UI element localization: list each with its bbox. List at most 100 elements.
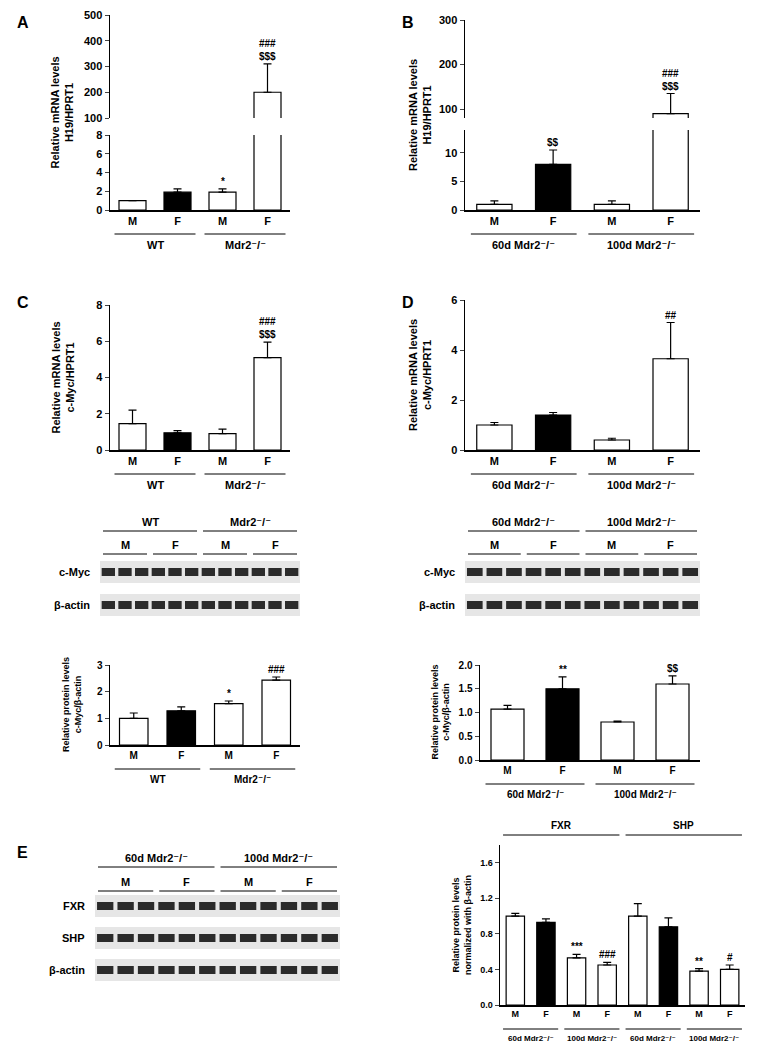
svg-text:Relative mRNA levelsH19/HPRT1: Relative mRNA levelsH19/HPRT1 bbox=[49, 56, 75, 168]
svg-text:β-actin: β-actin bbox=[49, 964, 85, 976]
svg-text:WT: WT bbox=[147, 479, 164, 491]
svg-text:F: F bbox=[559, 765, 565, 776]
svg-text:SHP: SHP bbox=[62, 932, 85, 944]
svg-text:E: E bbox=[17, 844, 28, 861]
svg-text:F: F bbox=[604, 1009, 610, 1019]
svg-text:6: 6 bbox=[96, 148, 102, 160]
svg-text:Relative protein levelsnormali: Relative protein levelsnormalized with β… bbox=[451, 875, 473, 975]
svg-text:###$$$: ###$$$ bbox=[259, 38, 276, 62]
svg-text:M: M bbox=[490, 215, 499, 227]
svg-text:Relative mRNA levelsH19/HPRT1: Relative mRNA levelsH19/HPRT1 bbox=[407, 59, 433, 171]
svg-text:M: M bbox=[130, 750, 138, 761]
svg-text:Mdr2⁻/⁻: Mdr2⁻/⁻ bbox=[230, 516, 271, 528]
svg-text:500: 500 bbox=[84, 9, 102, 21]
svg-text:Mdr2⁻/⁻: Mdr2⁻/⁻ bbox=[234, 774, 271, 785]
svg-text:1.2: 1.2 bbox=[480, 893, 493, 903]
svg-text:60d Mdr2⁻/⁻: 60d Mdr2⁻/⁻ bbox=[492, 516, 555, 528]
svg-text:100d Mdr2⁻/⁻: 100d Mdr2⁻/⁻ bbox=[607, 239, 676, 251]
svg-text:F: F bbox=[543, 1009, 549, 1019]
svg-text:0: 0 bbox=[96, 204, 102, 216]
svg-text:M: M bbox=[573, 1009, 581, 1019]
svg-text:100d Mdr2⁻/⁻: 100d Mdr2⁻/⁻ bbox=[607, 516, 676, 528]
svg-text:100d Mdr2⁻/⁻: 100d Mdr2⁻/⁻ bbox=[244, 852, 313, 864]
svg-text:c-Myc: c-Myc bbox=[59, 566, 90, 578]
svg-text:F: F bbox=[264, 455, 271, 467]
svg-text:###: ### bbox=[599, 949, 616, 960]
svg-text:M: M bbox=[613, 765, 621, 776]
svg-text:0.5: 0.5 bbox=[459, 731, 473, 742]
svg-text:100d Mdr2⁻/⁻: 100d Mdr2⁻/⁻ bbox=[614, 789, 677, 800]
svg-text:Relative mRNA levelsc-Myc/HPRT: Relative mRNA levelsc-Myc/HPRT1 bbox=[407, 319, 433, 431]
svg-text:Mdr2⁻/⁻: Mdr2⁻/⁻ bbox=[225, 239, 266, 251]
svg-text:β-actin: β-actin bbox=[54, 599, 90, 611]
svg-text:2: 2 bbox=[97, 686, 103, 697]
svg-text:M: M bbox=[121, 876, 130, 888]
svg-text:0.8: 0.8 bbox=[480, 929, 493, 939]
svg-text:8: 8 bbox=[96, 299, 102, 311]
svg-text:Relative protein levelsc-Myc/β: Relative protein levelsc-Myc/β-actin bbox=[61, 657, 83, 752]
svg-text:$$: $$ bbox=[667, 663, 679, 674]
svg-text:F: F bbox=[174, 455, 181, 467]
svg-text:β-actin: β-actin bbox=[419, 599, 455, 611]
svg-text:###: ### bbox=[268, 664, 285, 675]
svg-text:60d Mdr2⁻/⁻: 60d Mdr2⁻/⁻ bbox=[507, 789, 564, 800]
svg-text:2: 2 bbox=[96, 185, 102, 197]
svg-text:F: F bbox=[172, 539, 179, 551]
svg-text:M: M bbox=[244, 876, 253, 888]
svg-text:Relative mRNA levelsc-Myc/HPRT: Relative mRNA levelsc-Myc/HPRT1 bbox=[50, 321, 76, 433]
svg-text:M: M bbox=[121, 539, 130, 551]
svg-text:*: * bbox=[221, 176, 225, 187]
svg-text:6: 6 bbox=[451, 294, 457, 306]
svg-text:0.0: 0.0 bbox=[459, 755, 473, 766]
svg-text:M: M bbox=[607, 539, 616, 551]
svg-text:200: 200 bbox=[439, 58, 457, 70]
svg-text:F: F bbox=[666, 1009, 672, 1019]
svg-text:200: 200 bbox=[84, 86, 102, 98]
svg-text:0.4: 0.4 bbox=[480, 965, 493, 975]
svg-text:1.6: 1.6 bbox=[480, 858, 493, 868]
svg-text:D: D bbox=[402, 294, 414, 311]
svg-text:100: 100 bbox=[439, 103, 457, 115]
svg-text:0: 0 bbox=[451, 444, 457, 456]
svg-text:5: 5 bbox=[451, 175, 457, 187]
svg-text:M: M bbox=[490, 539, 499, 551]
svg-text:F: F bbox=[669, 765, 675, 776]
svg-text:F: F bbox=[306, 876, 313, 888]
svg-text:FXR: FXR bbox=[63, 900, 85, 912]
svg-text:2.0: 2.0 bbox=[459, 660, 473, 671]
svg-text:4: 4 bbox=[96, 371, 103, 383]
svg-text:60d Mdr2⁻/⁻: 60d Mdr2⁻/⁻ bbox=[492, 479, 555, 491]
svg-text:0: 0 bbox=[451, 204, 457, 216]
svg-text:M: M bbox=[634, 1009, 642, 1019]
svg-text:M: M bbox=[128, 215, 137, 227]
svg-text:$$: $$ bbox=[547, 137, 559, 148]
svg-text:#: # bbox=[727, 952, 733, 963]
svg-text:1: 1 bbox=[97, 713, 103, 724]
svg-text:M: M bbox=[695, 1009, 703, 1019]
svg-text:F: F bbox=[178, 750, 184, 761]
svg-text:F: F bbox=[174, 215, 181, 227]
svg-text:0: 0 bbox=[97, 740, 103, 751]
svg-text:B: B bbox=[402, 14, 414, 31]
svg-text:F: F bbox=[550, 455, 557, 467]
svg-text:F: F bbox=[550, 215, 557, 227]
svg-text:F: F bbox=[727, 1009, 733, 1019]
svg-text:4: 4 bbox=[96, 166, 103, 178]
svg-text:F: F bbox=[667, 539, 674, 551]
svg-text:10: 10 bbox=[445, 147, 457, 159]
svg-text:2: 2 bbox=[96, 408, 102, 420]
svg-text:Relative protein levelsc-Myc/β: Relative protein levelsc-Myc/β-actin bbox=[430, 664, 452, 759]
svg-text:60d Mdr2⁻/⁻: 60d Mdr2⁻/⁻ bbox=[492, 239, 555, 251]
svg-text:F: F bbox=[667, 455, 674, 467]
svg-text:WT: WT bbox=[147, 239, 164, 251]
svg-text:F: F bbox=[550, 539, 557, 551]
svg-text:100d Mdr2⁻/⁻: 100d Mdr2⁻/⁻ bbox=[607, 479, 676, 491]
svg-text:***: *** bbox=[571, 941, 583, 952]
svg-text:M: M bbox=[225, 750, 233, 761]
svg-text:60d Mdr2⁻/⁻: 60d Mdr2⁻/⁻ bbox=[508, 1034, 554, 1043]
svg-text:60d Mdr2⁻/⁻: 60d Mdr2⁻/⁻ bbox=[125, 852, 188, 864]
svg-text:1.0: 1.0 bbox=[459, 707, 473, 718]
svg-text:F: F bbox=[667, 215, 674, 227]
svg-text:3: 3 bbox=[97, 660, 103, 671]
svg-text:F: F bbox=[264, 215, 271, 227]
